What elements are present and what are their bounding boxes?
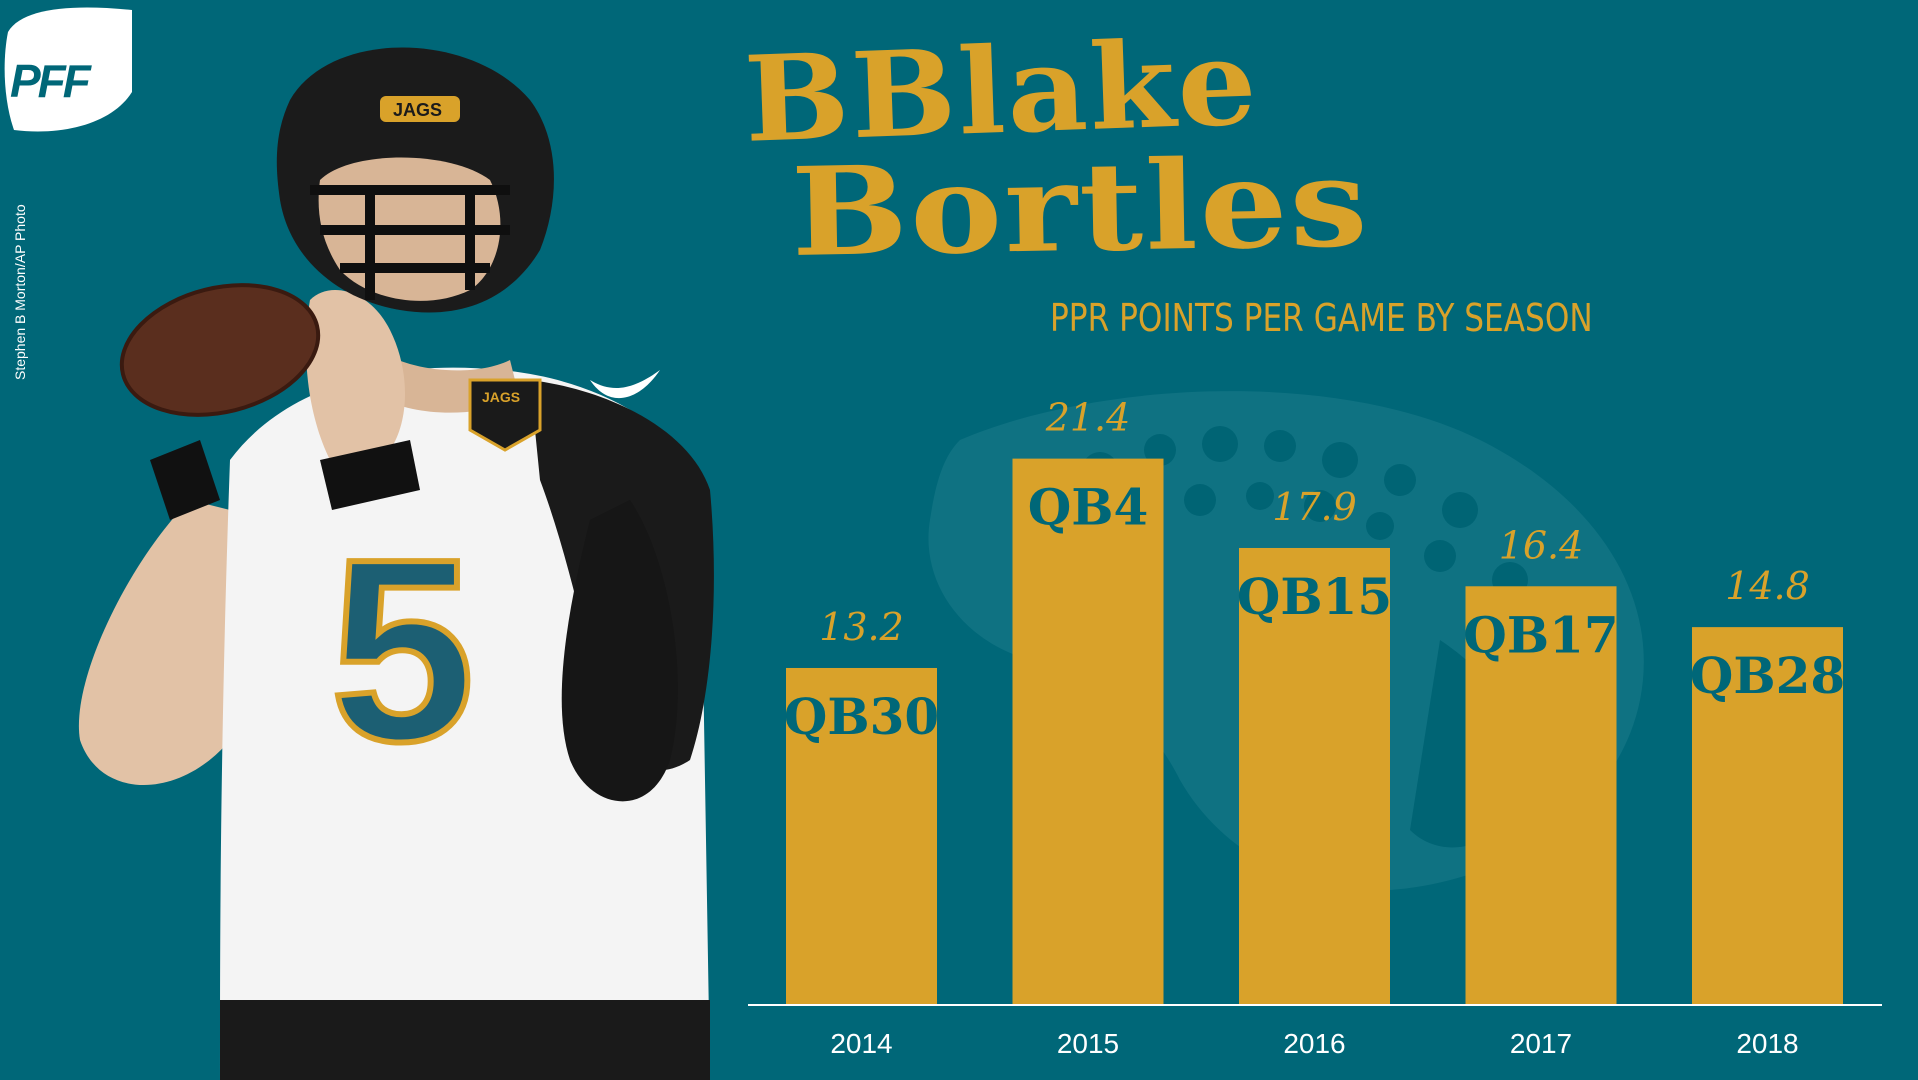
rank-label-2015: QB4	[1028, 478, 1149, 537]
svg-text:JAGS: JAGS	[393, 100, 442, 120]
football-icon	[119, 283, 321, 417]
pff-logo-badge-icon	[4, 7, 132, 132]
chart-subtitle: PPR POINTS PER GAME BY SEASON	[1050, 296, 1593, 340]
pff-logo-text: PFF	[10, 55, 91, 107]
bar-2015	[1012, 458, 1164, 1005]
svg-text:5: 5	[330, 506, 475, 796]
bars-layer	[786, 458, 1843, 1005]
jags-patch-icon: JAGS	[468, 378, 542, 452]
value-label-2018: 14.8	[1725, 564, 1810, 608]
bar-2016	[1239, 547, 1390, 1005]
helmet-icon: JAGS	[276, 47, 554, 313]
rank-label-2018: QB28	[1690, 646, 1845, 705]
swoosh-icon	[590, 370, 660, 399]
jersey-number: 5	[327, 503, 478, 799]
value-label-2016: 17.9	[1272, 485, 1357, 529]
value-label-2015: 21.4	[1045, 396, 1131, 440]
bar-2018	[1692, 627, 1843, 1005]
bar-2017	[1465, 586, 1617, 1005]
player-photo: 5 JAGS JAGS	[78, 47, 714, 1080]
x-tick-label-2014: 2014	[830, 1028, 892, 1059]
value-label-2017: 16.4	[1499, 523, 1584, 567]
svg-text:JAGS: JAGS	[482, 389, 520, 405]
bar-2014	[786, 667, 937, 1005]
x-tick-label-2017: 2017	[1510, 1028, 1572, 1059]
rank-label-2014: QB30	[784, 687, 939, 746]
labels-layer: 13.2 QB30 2014 21.4 QB4 2015 17.9 QB15 2016 16.4 Q…	[784, 396, 1845, 1059]
x-tick-label-2016: 2016	[1283, 1028, 1345, 1059]
pff-logo: PFF	[2, 2, 136, 136]
x-tick-label-2015: 2015	[1057, 1028, 1119, 1059]
x-tick-label-2018: 2018	[1736, 1028, 1798, 1059]
value-label-2014: 13.2	[819, 605, 904, 649]
rank-label-2016: QB15	[1237, 567, 1392, 626]
rank-label-2017: QB17	[1463, 605, 1618, 664]
